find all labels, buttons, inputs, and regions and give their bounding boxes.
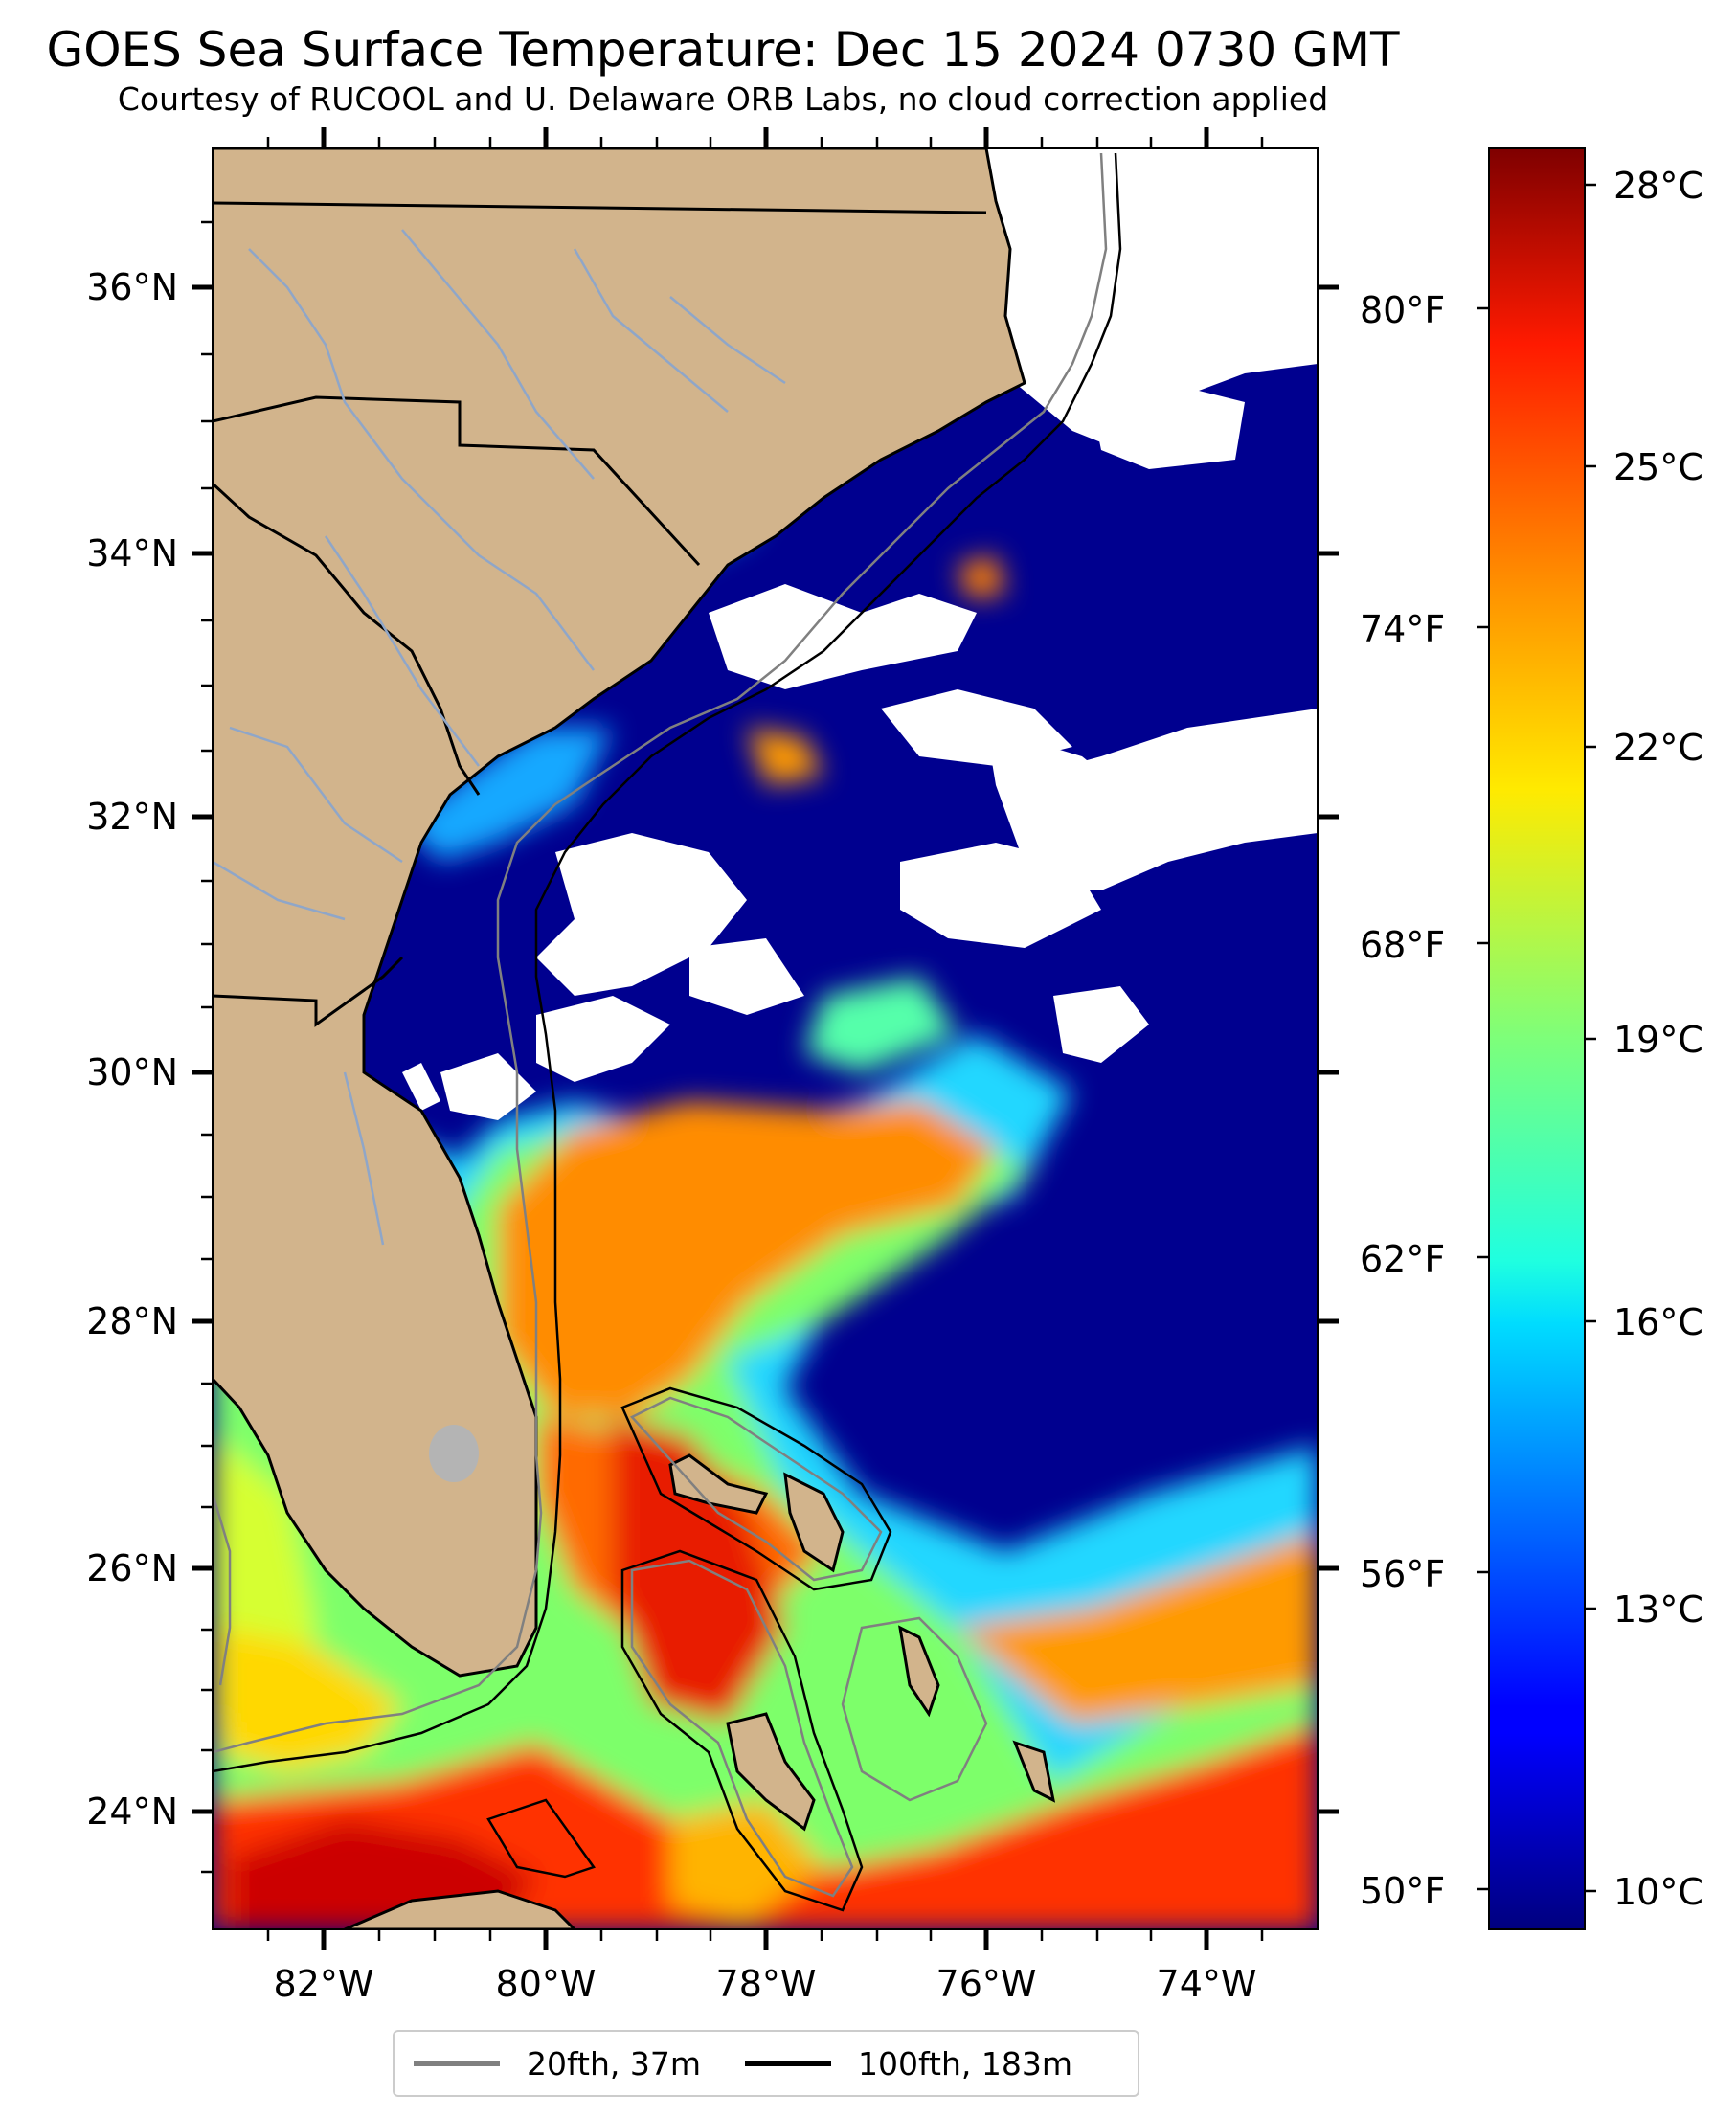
c-label-13: 13°C: [1613, 1588, 1703, 1631]
lon-major-ticks: [321, 127, 1209, 1950]
lat-label-26: 26°N: [86, 1547, 178, 1589]
lat-label-28: 28°N: [86, 1300, 178, 1342]
c-label-10: 10°C: [1613, 1871, 1703, 1913]
minor-ticks: [201, 137, 1264, 1941]
f-label-80: 80°F: [1360, 289, 1445, 331]
lake-okeechobee: [429, 1425, 479, 1482]
map-area: [213, 148, 1318, 1929]
legend-line-black: [745, 2061, 831, 2066]
c-label-19: 19°C: [1613, 1019, 1703, 1061]
lon-label-78: 78°W: [716, 1963, 817, 2005]
land-cuba: [344, 1889, 577, 1929]
land-bahamas: [668, 1453, 1056, 1832]
c-label-16: 16°C: [1613, 1301, 1703, 1343]
lon-label-80: 80°W: [496, 1963, 597, 2005]
f-label-62: 62°F: [1360, 1238, 1445, 1280]
f-label-68: 68°F: [1360, 924, 1445, 966]
c-label-25: 25°C: [1613, 446, 1703, 488]
c-label-28: 28°C: [1613, 165, 1703, 207]
lon-label-76: 76°W: [936, 1963, 1037, 2005]
lat-label-34: 34°N: [86, 532, 178, 574]
lat-label-24: 24°N: [86, 1790, 178, 1833]
cloud-mask: [402, 148, 1318, 1120]
lat-label-30: 30°N: [86, 1051, 178, 1093]
rivers: [213, 229, 786, 1246]
isobath-100fth: [213, 152, 1122, 1912]
lon-label-74: 74°W: [1157, 1963, 1257, 2005]
isobath-legend: 20fth, 37m 100fth, 183m: [393, 2030, 1139, 2097]
c-label-22: 22°C: [1613, 727, 1703, 769]
land-us-southeast: [213, 148, 1026, 1678]
lat-label-32: 32°N: [86, 796, 178, 838]
colorbar: [1488, 147, 1586, 1930]
lon-label-82: 82°W: [274, 1963, 374, 2005]
legend-label-20fth: 20fth, 37m: [527, 2044, 701, 2083]
map-title: GOES Sea Surface Temperature: Dec 15 202…: [46, 22, 1400, 78]
f-label-50: 50°F: [1360, 1870, 1445, 1912]
lat-major-ticks-left: [192, 284, 213, 1814]
legend-label-100fth: 100fth, 183m: [858, 2044, 1072, 2083]
colorbar-f-ticks: [1477, 306, 1489, 1891]
legend-item-100fth: 100fth, 183m: [745, 2045, 1072, 2083]
map-subtitle: Courtesy of RUCOOL and U. Delaware ORB L…: [117, 80, 1329, 118]
lat-label-36: 36°N: [86, 266, 178, 308]
f-label-74: 74°F: [1360, 608, 1445, 650]
f-label-56: 56°F: [1360, 1553, 1445, 1595]
isobath-20fth: [213, 152, 1108, 1898]
legend-item-20fth: 20fth, 37m: [414, 2045, 701, 2083]
lat-major-ticks-right: [1318, 284, 1339, 1814]
legend-line-gray: [414, 2061, 500, 2066]
colorbar-c-ticks: [1585, 183, 1596, 1893]
